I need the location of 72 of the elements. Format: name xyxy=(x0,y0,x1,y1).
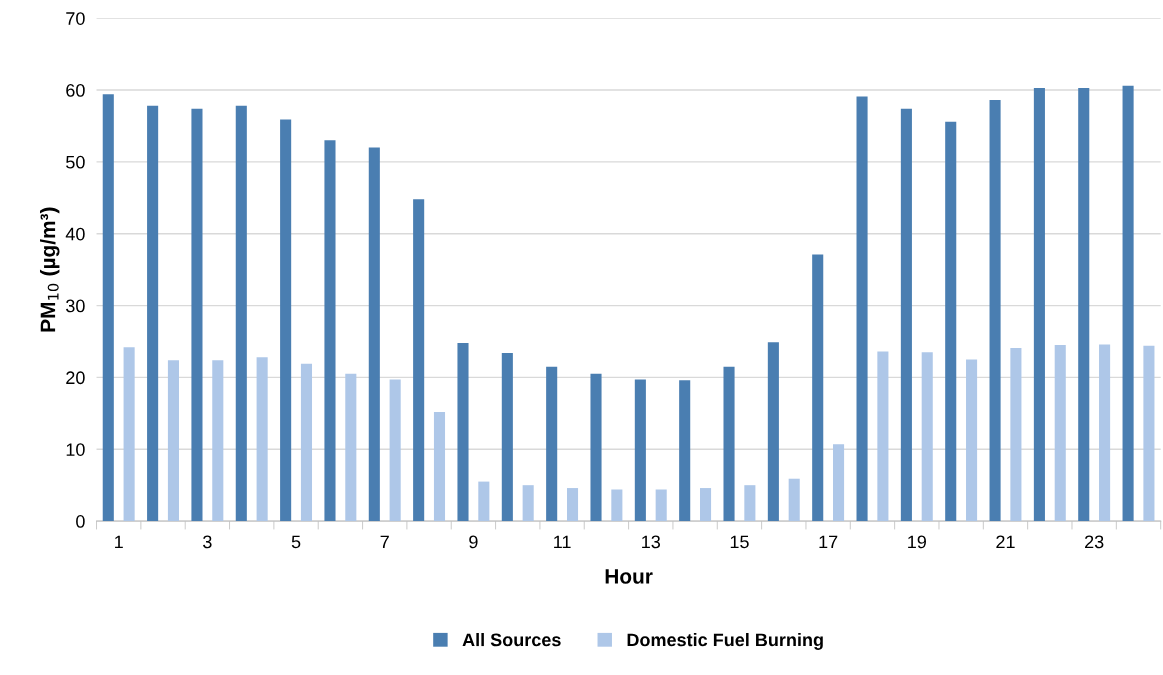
bar xyxy=(478,481,490,522)
x-tick-label: 13 xyxy=(642,535,661,549)
x-tick-label: 17 xyxy=(819,535,838,549)
bar xyxy=(256,357,268,522)
y-tick-label: 10 xyxy=(66,443,85,456)
bar xyxy=(102,94,114,522)
x-tick-label: 1 xyxy=(115,535,123,549)
x-tick-label: 7 xyxy=(380,535,389,549)
legend-label: Domestic Fuel Burning xyxy=(627,632,823,650)
bar xyxy=(679,380,691,522)
bar xyxy=(389,379,401,522)
bar xyxy=(590,373,602,522)
bar xyxy=(324,140,336,522)
y-tick-label: 50 xyxy=(66,155,85,169)
bar xyxy=(699,488,712,522)
bar xyxy=(1099,344,1111,522)
bar xyxy=(345,373,357,522)
bar xyxy=(413,199,425,522)
bar xyxy=(1010,347,1022,522)
bar xyxy=(856,96,868,522)
bar xyxy=(280,119,292,522)
bar xyxy=(167,360,179,522)
bar xyxy=(212,360,224,522)
bar xyxy=(1122,85,1134,522)
x-tick-label: 15 xyxy=(730,535,749,549)
bar xyxy=(788,478,800,522)
bar xyxy=(191,108,203,522)
bar xyxy=(123,347,135,522)
bar xyxy=(900,108,912,522)
bar xyxy=(501,353,513,522)
x-axis-title: Hour xyxy=(605,569,653,584)
bar xyxy=(457,342,469,522)
bar xyxy=(767,342,779,522)
bar xyxy=(300,363,313,522)
bar xyxy=(368,147,380,522)
x-tick-label: 21 xyxy=(996,535,1015,549)
x-tick-label: 23 xyxy=(1085,535,1104,549)
bar xyxy=(989,100,1001,522)
bar xyxy=(433,411,446,522)
bar xyxy=(812,254,824,522)
y-tick-label: 40 xyxy=(65,227,85,241)
bar xyxy=(833,444,845,522)
y-tick-label: 30 xyxy=(66,299,85,313)
bar xyxy=(744,485,756,522)
bar xyxy=(546,366,558,522)
bar xyxy=(723,366,735,522)
bar xyxy=(1054,345,1066,522)
bar xyxy=(1143,345,1155,522)
x-tick-label: 3 xyxy=(203,535,212,549)
bar xyxy=(522,485,534,522)
y-tick-label: 60 xyxy=(66,84,85,97)
bar xyxy=(945,121,957,522)
x-tick-label: 11 xyxy=(554,535,571,549)
y-tick-label: 0 xyxy=(76,515,85,528)
bar xyxy=(1033,87,1045,522)
bar xyxy=(877,351,889,522)
bar xyxy=(634,379,646,522)
bar xyxy=(566,488,579,522)
x-tick-label: 5 xyxy=(291,535,301,549)
bar xyxy=(235,105,247,522)
bar xyxy=(611,489,623,522)
bar xyxy=(147,105,159,522)
bar xyxy=(966,359,978,522)
x-tick-label: 9 xyxy=(469,535,478,549)
legend-label: All Sources xyxy=(462,632,561,647)
bar xyxy=(921,352,933,522)
x-tick-label: 19 xyxy=(908,535,926,549)
y-tick-label: 70 xyxy=(66,12,85,25)
bar xyxy=(655,489,667,522)
bar xyxy=(1078,87,1090,522)
y-axis-title: PM$_{10}$ (µg/m³) xyxy=(39,207,60,332)
y-tick-label: 20 xyxy=(66,371,85,385)
